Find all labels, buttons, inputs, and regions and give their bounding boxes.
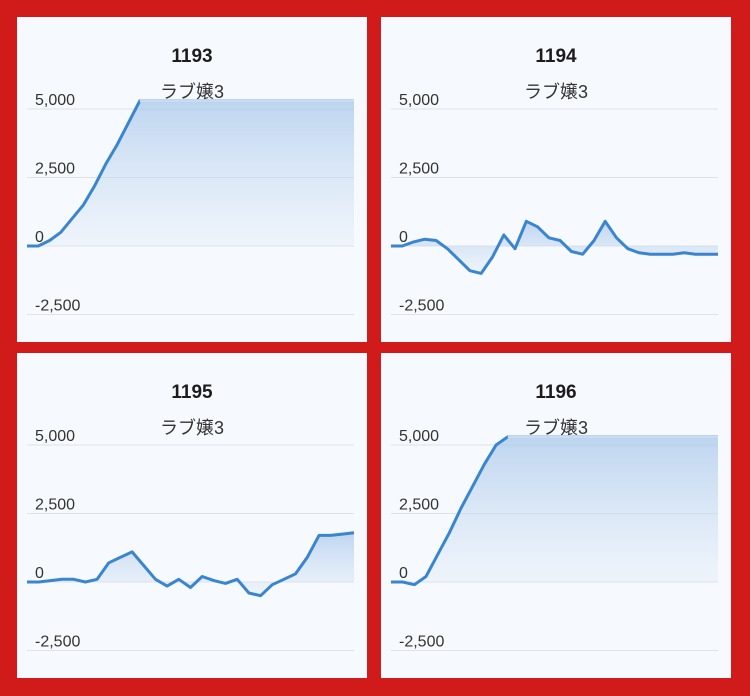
chart-panel-1194: 1194 ラブ嬢3 5,000 2,500 0 -2,500 (381, 17, 731, 342)
series-area (27, 532, 354, 596)
y-tick-label: 2,500 (399, 161, 439, 178)
y-tick-label: 2,500 (35, 161, 75, 178)
y-tick-label: 0 (35, 565, 44, 582)
series-line (391, 219, 718, 275)
chart-panel-1193: 1193 ラブ嬢3 5,000 2,500 0 -2,500 (17, 17, 367, 342)
chart-title: 1196 (535, 382, 577, 403)
chart-title: 1193 (171, 46, 213, 67)
y-tick-label: 5,000 (35, 92, 75, 109)
y-tick-label: -2,500 (35, 634, 80, 651)
chart-plot: 5,000 2,500 0 -2,500 (27, 428, 355, 651)
y-tick-label: 0 (35, 229, 44, 246)
series-line (27, 531, 355, 598)
series-area (391, 221, 718, 274)
y-tick-label: 5,000 (399, 428, 439, 445)
chart-title: 1194 (535, 46, 577, 67)
y-tick-label: 2,500 (35, 497, 75, 514)
y-tick-label: -2,500 (399, 634, 444, 651)
y-tick-label: 0 (399, 229, 408, 246)
chart-plot: 5,000 2,500 0 -2,500 (27, 92, 354, 315)
series-area (27, 100, 354, 246)
chart-plot: 5,000 2,500 0 -2,500 (391, 92, 718, 315)
y-tick-label: 0 (399, 565, 408, 582)
y-tick-label: 5,000 (399, 92, 439, 109)
series-area (391, 436, 718, 585)
chart-plot: 5,000 2,500 0 -2,500 (391, 428, 718, 651)
y-tick-label: -2,500 (35, 298, 80, 315)
y-tick-label: 2,500 (399, 497, 439, 514)
y-tick-label: 5,000 (35, 428, 75, 445)
chart-panel-1196: 1196 ラブ嬢3 5,000 2,500 0 -2,500 (381, 353, 731, 678)
chart-title: 1195 (171, 382, 213, 403)
chart-subtitle: ラブ嬢3 (159, 418, 224, 438)
chart-subtitle: ラブ嬢3 (523, 82, 588, 102)
chart-subtitle: ラブ嬢3 (523, 418, 588, 438)
chart-subtitle: ラブ嬢3 (159, 82, 224, 102)
chart-panel-1195: 1195 ラブ嬢3 5,000 2,500 0 -2,500 (17, 353, 367, 678)
y-tick-label: -2,500 (399, 298, 444, 315)
